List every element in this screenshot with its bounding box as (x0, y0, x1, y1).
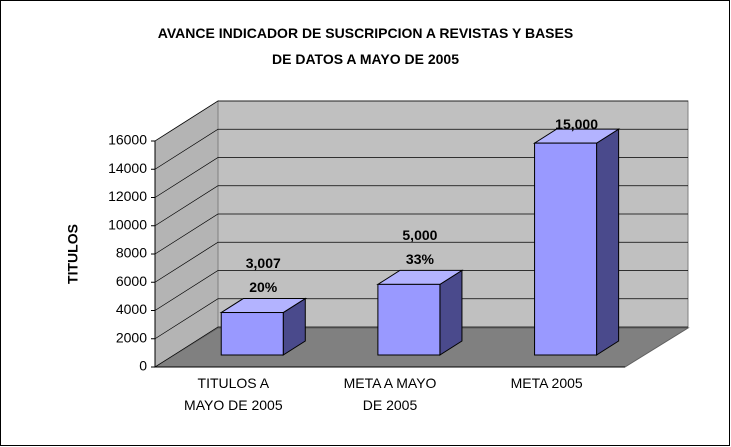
bar (220, 312, 284, 356)
y-tick-label: 0 (139, 358, 147, 374)
value-label: 5,000 (402, 227, 437, 243)
bar (377, 283, 441, 356)
y-tick-label: 2000 (116, 329, 147, 345)
bar-side (596, 128, 620, 356)
grid-line (154, 157, 688, 198)
grid-line (154, 100, 688, 142)
grid-line (154, 128, 688, 170)
grid-line (154, 298, 688, 340)
y-tick-label: 12000 (108, 188, 147, 204)
y-tick-label: 10000 (108, 216, 147, 232)
y-tick-label: 14000 (108, 160, 147, 176)
y-axis-label: TITULOS (65, 224, 81, 284)
value-label: 15,000 (555, 116, 598, 132)
grid-line (154, 241, 688, 283)
x-tick-label: META A MAYO DE 2005 (343, 375, 437, 413)
grid-line (154, 213, 688, 255)
y-tick-label: 4000 (116, 301, 147, 317)
grid-line (154, 326, 688, 368)
y-tick-label: 8000 (116, 245, 147, 261)
y-tick-label: 6000 (116, 273, 147, 289)
x-tick-label: TITULOS A MAYO DE 2005 (184, 375, 283, 413)
bar (534, 142, 598, 356)
value-label: 3,007 (246, 255, 281, 271)
chart-title: AVANCE INDICADOR DE SUSCRIPCION A REVIST… (157, 25, 574, 67)
percent-label: 20% (249, 279, 278, 295)
grid-line (154, 185, 688, 227)
bar-side (439, 269, 463, 356)
grid-line (154, 270, 688, 311)
x-tick-label: META 2005 (510, 375, 583, 391)
y-tick-label: 16000 (108, 132, 147, 148)
percent-label: 33% (406, 251, 435, 267)
